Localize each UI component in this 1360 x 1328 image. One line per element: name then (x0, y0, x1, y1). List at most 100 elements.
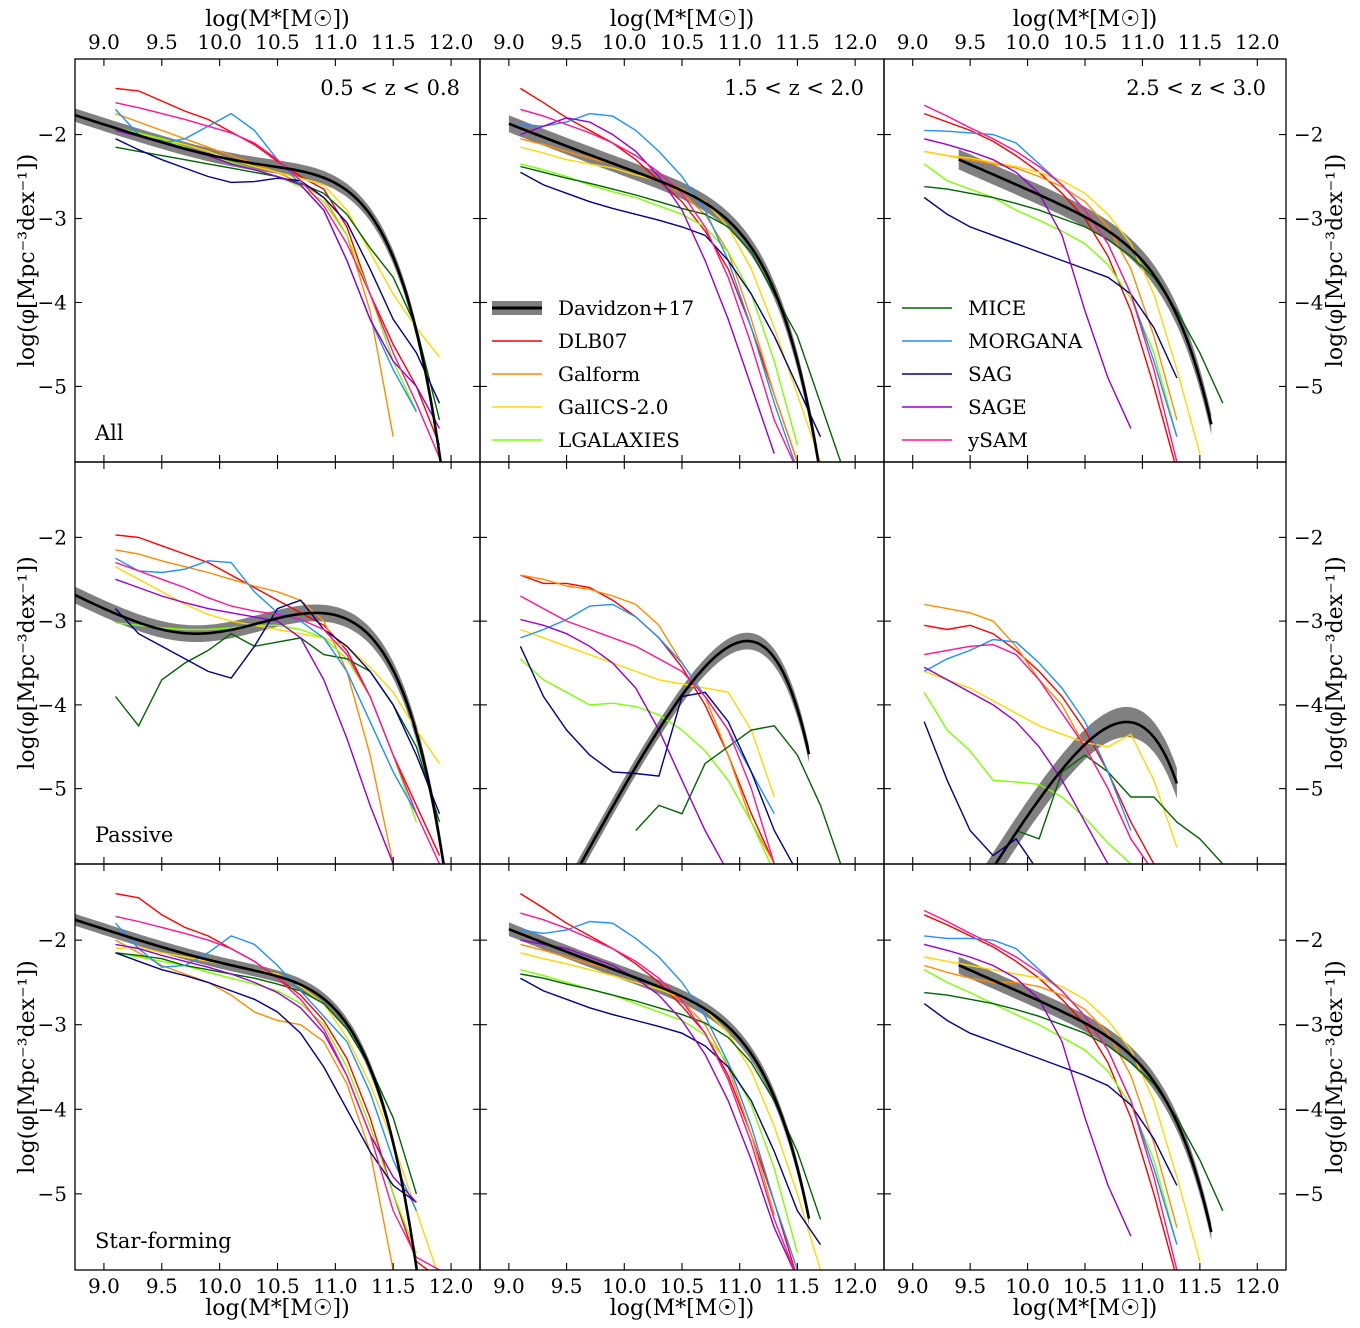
x-tick-label: 11.5 (371, 1274, 416, 1298)
davidzon-line (75, 113, 442, 462)
davidzon-band (75, 913, 418, 1270)
x-tick-label: 9.5 (954, 1274, 986, 1298)
series-galform (924, 150, 1178, 421)
series-sage (924, 943, 1132, 1237)
x-tick-label: 9.5 (954, 30, 986, 54)
series-lgalaxies (519, 658, 772, 864)
y-tick-label: −5 (38, 374, 67, 398)
y-tick-label: −3 (38, 1013, 67, 1037)
series-morgana (923, 638, 1132, 831)
series-sage (923, 666, 1109, 864)
y-tick-label: −5 (1294, 777, 1323, 801)
series-galics-2-0 (115, 946, 438, 1270)
series-sag (923, 721, 1035, 864)
population-label: Passive (95, 823, 173, 847)
panel-passive-2 (479, 461, 885, 865)
x-tick-label: 12.0 (1235, 30, 1280, 54)
x-axis-label-top: log(M*[M☉]) (205, 7, 349, 32)
series-sage (115, 578, 394, 864)
series-morgana (520, 920, 799, 1270)
series-dlb07 (115, 87, 441, 446)
legend-label: SAGE (968, 395, 1027, 419)
redshift-label: 1.5 < z < 2.0 (724, 76, 864, 100)
x-tick-label: 10.5 (1063, 1274, 1108, 1298)
davidzon-line (579, 639, 811, 864)
y-tick-label: −3 (1294, 207, 1323, 231)
legend-label: ySAM (967, 428, 1028, 452)
x-tick-label: 12.0 (833, 1274, 878, 1298)
legend-label: LGALAXIES (558, 428, 680, 452)
y-tick-label: −5 (38, 1182, 67, 1206)
x-tick-label: 9.5 (146, 1274, 178, 1298)
x-tick-label: 10.5 (255, 1274, 300, 1298)
panel-star-forming-1: 9.0 9.5 10.0 10.5 11.0 11.5 12.0 −2 −3 −4 −5 Star-f… (38, 863, 481, 1298)
y-tick-label: −2 (38, 123, 67, 147)
series-ysam (520, 595, 775, 864)
panel-frame (74, 863, 481, 1271)
davidzon-line (75, 918, 419, 1270)
series-sage (924, 138, 1132, 429)
y-tick-label: −3 (38, 207, 67, 231)
davidzon-line (508, 927, 811, 1219)
series-galform (115, 939, 394, 1270)
y-tick-label: −5 (1294, 1182, 1323, 1206)
series-ysam (115, 102, 441, 459)
plot-area (923, 909, 1224, 1270)
series-galics-2-0 (115, 566, 441, 764)
y-tick-label: −2 (38, 525, 67, 549)
series-galform (924, 603, 1149, 864)
x-tick-label: 9.5 (146, 30, 178, 54)
y-tick-label: −4 (38, 1097, 67, 1121)
panel-frame (74, 58, 481, 463)
y-tick-label: −3 (38, 609, 67, 633)
panel-all-3: 9.0 9.5 10.0 10.5 11.0 11.5 12.0 −2 −3 −4 −5 2.5 < … (883, 30, 1323, 463)
series-sag (520, 977, 822, 1245)
series-sag (115, 952, 417, 1203)
series-galform (924, 964, 1178, 1228)
series-morgana (520, 603, 775, 815)
plot-area (75, 87, 442, 462)
davidzon-line (75, 593, 445, 864)
x-tick-label: 9.5 (551, 1274, 583, 1298)
series-galics-2-0 (520, 628, 775, 798)
series-galform (520, 574, 775, 864)
series-galics-2-0 (924, 956, 1201, 1262)
series-lgalaxies (115, 622, 418, 823)
davidzon-band (75, 586, 445, 864)
y-axis-label-left: log(φ[Mpc⁻³dex⁻¹]) (15, 154, 40, 367)
legend-label: Davidzon+17 (558, 296, 694, 320)
x-tick-label: 10.0 (602, 1274, 647, 1298)
x-tick-label: 11.0 (717, 1274, 762, 1298)
y-axis-label-left: log(φ[Mpc⁻³dex⁻¹]) (15, 960, 40, 1173)
series-ysam (520, 912, 795, 1270)
legend-label: DLB07 (558, 329, 627, 353)
legend-label: MORGANA (968, 329, 1083, 353)
series-mice (1015, 754, 1224, 864)
y-tick-label: −2 (1294, 525, 1323, 549)
series-morgana (520, 112, 796, 462)
series-dlb07 (923, 914, 1176, 1270)
series-ysam (924, 643, 1149, 864)
series-lgalaxies (520, 969, 799, 1254)
x-tick-label: 9.0 (493, 30, 525, 54)
x-tick-label: 10.0 (1005, 30, 1050, 54)
legend-right: MICE MORGANA SAG SAGE ySAM (902, 296, 1083, 452)
series-mice (520, 973, 822, 1220)
series-sag (519, 646, 794, 864)
x-tick-label: 12.0 (1235, 1274, 1280, 1298)
panel-all-2: 9.0 9.5 10.0 10.5 11.0 11.5 12.0 1.5 < z < 2.0 (479, 30, 885, 463)
panel-passive-1: −2 −3 −4 −5 Passive (38, 461, 481, 865)
population-label: All (94, 421, 124, 445)
y-tick-label: −2 (1294, 928, 1323, 952)
series-sag (115, 138, 441, 404)
series-sage (520, 939, 795, 1270)
panel-frame (883, 58, 1287, 463)
series-dlb07 (923, 112, 1176, 462)
x-tick-label: 9.0 (88, 30, 120, 54)
x-tick-label: 10.0 (197, 1274, 242, 1298)
x-tick-label: 11.0 (1120, 1274, 1165, 1298)
davidzon-band (75, 108, 442, 462)
x-tick-label: 12.0 (429, 1274, 474, 1298)
series-galics-2-0 (924, 150, 1201, 454)
